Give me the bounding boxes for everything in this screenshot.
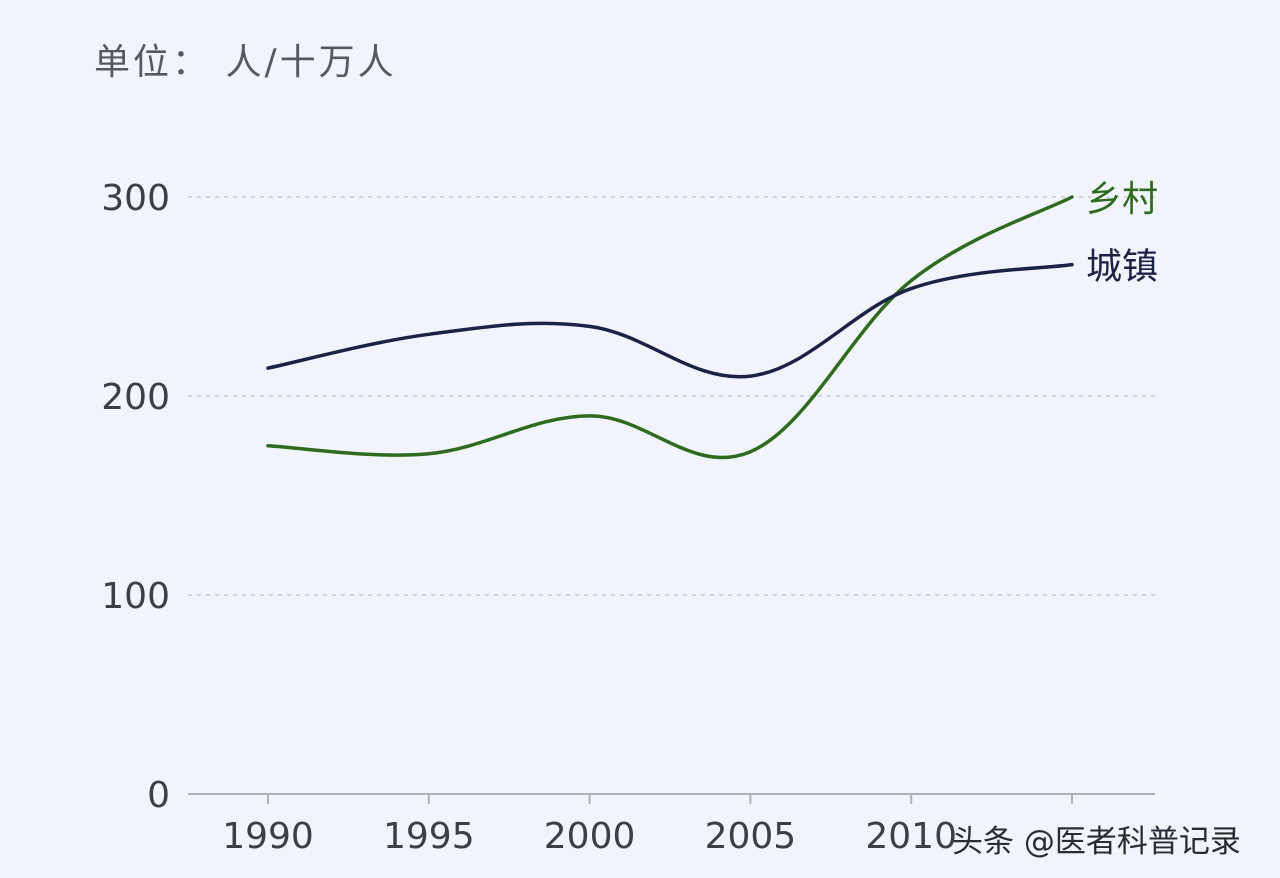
y-tick-label: 0 — [147, 775, 170, 816]
unit-label: 单位： 人/十万人 — [94, 42, 397, 83]
y-tick-label: 100 — [101, 576, 170, 617]
x-tick-label: 1990 — [222, 816, 314, 857]
y-tick-label: 200 — [101, 377, 170, 418]
y-tick-label: 300 — [101, 178, 170, 219]
series-label-rural: 乡村 — [1086, 179, 1158, 220]
x-tick-label: 2000 — [544, 816, 636, 857]
x-tick-label: 2005 — [705, 816, 797, 857]
watermark: 头条 @医者科普记录 — [952, 824, 1241, 860]
x-axis: 1990 1995 2000 2005 2010 — [188, 793, 1155, 857]
series-line-urban — [266, 262, 1074, 379]
series-line-rural — [266, 195, 1074, 460]
x-tick-label: 2010 — [865, 816, 957, 857]
x-tick-label: 1995 — [383, 816, 475, 857]
series-label-urban: 城镇 — [1086, 247, 1158, 288]
grid-layer: 0 100 200 300 — [101, 178, 1155, 816]
